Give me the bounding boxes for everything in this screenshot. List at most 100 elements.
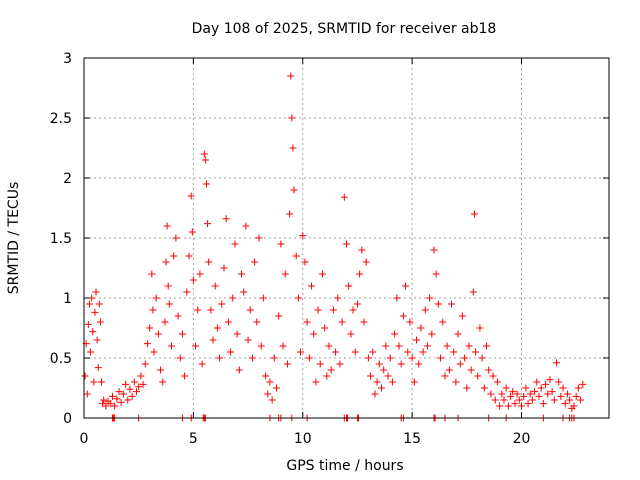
- data-point: [535, 392, 543, 400]
- data-point: [286, 210, 294, 218]
- x-axis-label: GPS time / hours: [286, 458, 403, 474]
- data-point: [367, 372, 375, 380]
- data-point: [259, 294, 267, 302]
- data-point: [454, 330, 462, 338]
- data-point: [164, 282, 172, 290]
- data-point: [198, 360, 206, 368]
- data-point: [334, 294, 342, 302]
- data-point: [496, 402, 504, 410]
- data-point: [539, 400, 547, 408]
- data-point: [577, 396, 585, 404]
- data-point: [388, 378, 396, 386]
- data-point: [310, 330, 318, 338]
- data-point: [417, 324, 425, 332]
- data-point: [507, 392, 515, 400]
- data-point: [218, 300, 226, 308]
- data-point: [213, 324, 221, 332]
- data-point: [244, 336, 252, 344]
- data-point: [95, 300, 103, 308]
- data-point: [397, 360, 405, 368]
- data-point: [150, 348, 158, 356]
- data-point: [458, 312, 466, 320]
- data-point: [378, 384, 385, 392]
- data-point: [345, 282, 353, 290]
- data-point: [491, 396, 499, 404]
- data-point: [224, 318, 232, 326]
- data-point: [421, 306, 429, 314]
- data-point: [84, 320, 92, 328]
- data-point: [240, 288, 248, 296]
- data-point: [476, 324, 484, 332]
- data-point: [188, 228, 196, 236]
- data-point: [487, 390, 495, 398]
- data-point: [323, 372, 331, 380]
- data-point: [470, 210, 478, 218]
- data-point: [255, 234, 263, 242]
- data-point: [382, 342, 390, 350]
- data-point: [509, 388, 517, 396]
- data-point: [448, 300, 455, 308]
- data-point: [349, 306, 357, 314]
- data-point: [419, 348, 427, 356]
- data-point: [399, 312, 407, 320]
- data-point: [434, 300, 442, 308]
- data-point: [426, 294, 434, 302]
- data-point: [360, 318, 368, 326]
- data-point: [192, 342, 200, 350]
- data-point: [375, 360, 383, 368]
- data-point: [520, 392, 528, 400]
- data-point: [364, 354, 372, 362]
- data-point: [168, 342, 175, 350]
- data-point: [135, 383, 143, 391]
- data-point: [480, 384, 488, 392]
- data-point: [149, 306, 157, 314]
- data-point: [183, 288, 191, 296]
- data-point: [111, 402, 119, 410]
- y-tick-label: 2: [63, 171, 72, 187]
- data-point: [406, 318, 414, 326]
- data-point: [251, 258, 259, 266]
- data-point: [329, 306, 337, 314]
- data-point: [524, 400, 532, 408]
- data-point: [340, 193, 348, 201]
- data-point: [152, 294, 160, 302]
- data-point: [391, 330, 399, 338]
- data-point: [546, 376, 554, 384]
- data-point: [266, 378, 274, 386]
- data-point: [90, 378, 98, 386]
- data-point: [248, 354, 256, 362]
- data-point: [290, 186, 298, 194]
- x-tick-label: 20: [513, 431, 531, 447]
- data-point: [404, 348, 412, 356]
- data-point: [303, 318, 311, 326]
- data-point: [119, 390, 127, 398]
- data-point: [196, 270, 204, 278]
- data-point: [443, 342, 451, 350]
- data-point: [358, 246, 366, 254]
- data-point: [373, 378, 381, 386]
- x-tick-label: 10: [294, 431, 312, 447]
- data-point: [336, 360, 344, 368]
- data-point: [273, 384, 280, 392]
- data-point: [289, 144, 297, 152]
- data-point: [117, 398, 125, 406]
- data-point: [83, 390, 91, 398]
- y-tick-label: 0.5: [50, 351, 72, 367]
- data-point: [108, 392, 116, 400]
- data-point: [386, 354, 394, 362]
- data-point: [384, 372, 392, 380]
- data-point: [238, 270, 245, 278]
- data-point: [253, 318, 261, 326]
- data-point: [91, 308, 99, 316]
- data-point: [393, 294, 401, 302]
- data-point: [325, 342, 333, 350]
- y-axis-label: SRMTID / TECUs: [6, 182, 22, 295]
- data-point: [297, 348, 305, 356]
- x-tick-label: 15: [403, 431, 421, 447]
- y-tick-label: 2.5: [50, 111, 72, 127]
- y-tick-label: 0: [63, 411, 72, 427]
- data-point: [402, 282, 410, 290]
- data-point: [572, 392, 580, 400]
- data-point: [98, 378, 105, 386]
- data-point: [233, 330, 241, 338]
